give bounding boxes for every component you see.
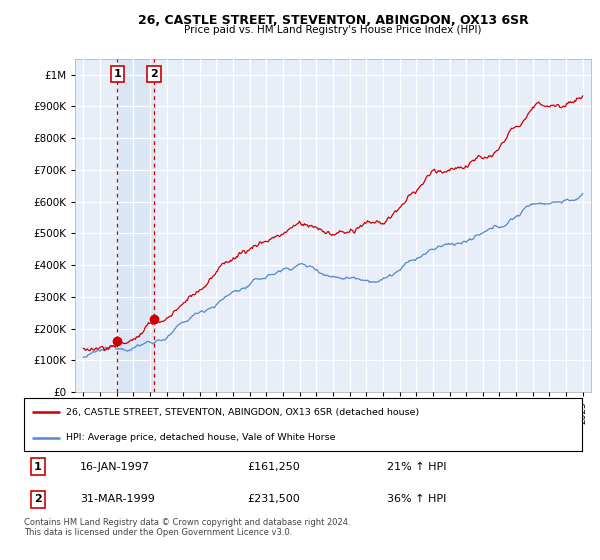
Text: 21% ↑ HPI: 21% ↑ HPI: [387, 461, 446, 472]
Text: 2: 2: [34, 494, 42, 505]
Text: Price paid vs. HM Land Registry's House Price Index (HPI): Price paid vs. HM Land Registry's House …: [184, 25, 482, 35]
Text: £231,500: £231,500: [247, 494, 300, 505]
Text: 1: 1: [34, 461, 42, 472]
Text: 1: 1: [113, 69, 121, 79]
Text: 2: 2: [150, 69, 158, 79]
Text: 31-MAR-1999: 31-MAR-1999: [80, 494, 155, 505]
Text: Contains HM Land Registry data © Crown copyright and database right 2024.
This d: Contains HM Land Registry data © Crown c…: [24, 518, 350, 538]
Text: £161,250: £161,250: [247, 461, 300, 472]
Bar: [117, 59, 154, 392]
Text: 26, CASTLE STREET, STEVENTON, ABINGDON, OX13 6SR: 26, CASTLE STREET, STEVENTON, ABINGDON, …: [137, 14, 529, 27]
Text: HPI: Average price, detached house, Vale of White Horse: HPI: Average price, detached house, Vale…: [66, 433, 335, 442]
Text: 16-JAN-1997: 16-JAN-1997: [80, 461, 150, 472]
Text: 36% ↑ HPI: 36% ↑ HPI: [387, 494, 446, 505]
Text: 26, CASTLE STREET, STEVENTON, ABINGDON, OX13 6SR (detached house): 26, CASTLE STREET, STEVENTON, ABINGDON, …: [66, 408, 419, 417]
